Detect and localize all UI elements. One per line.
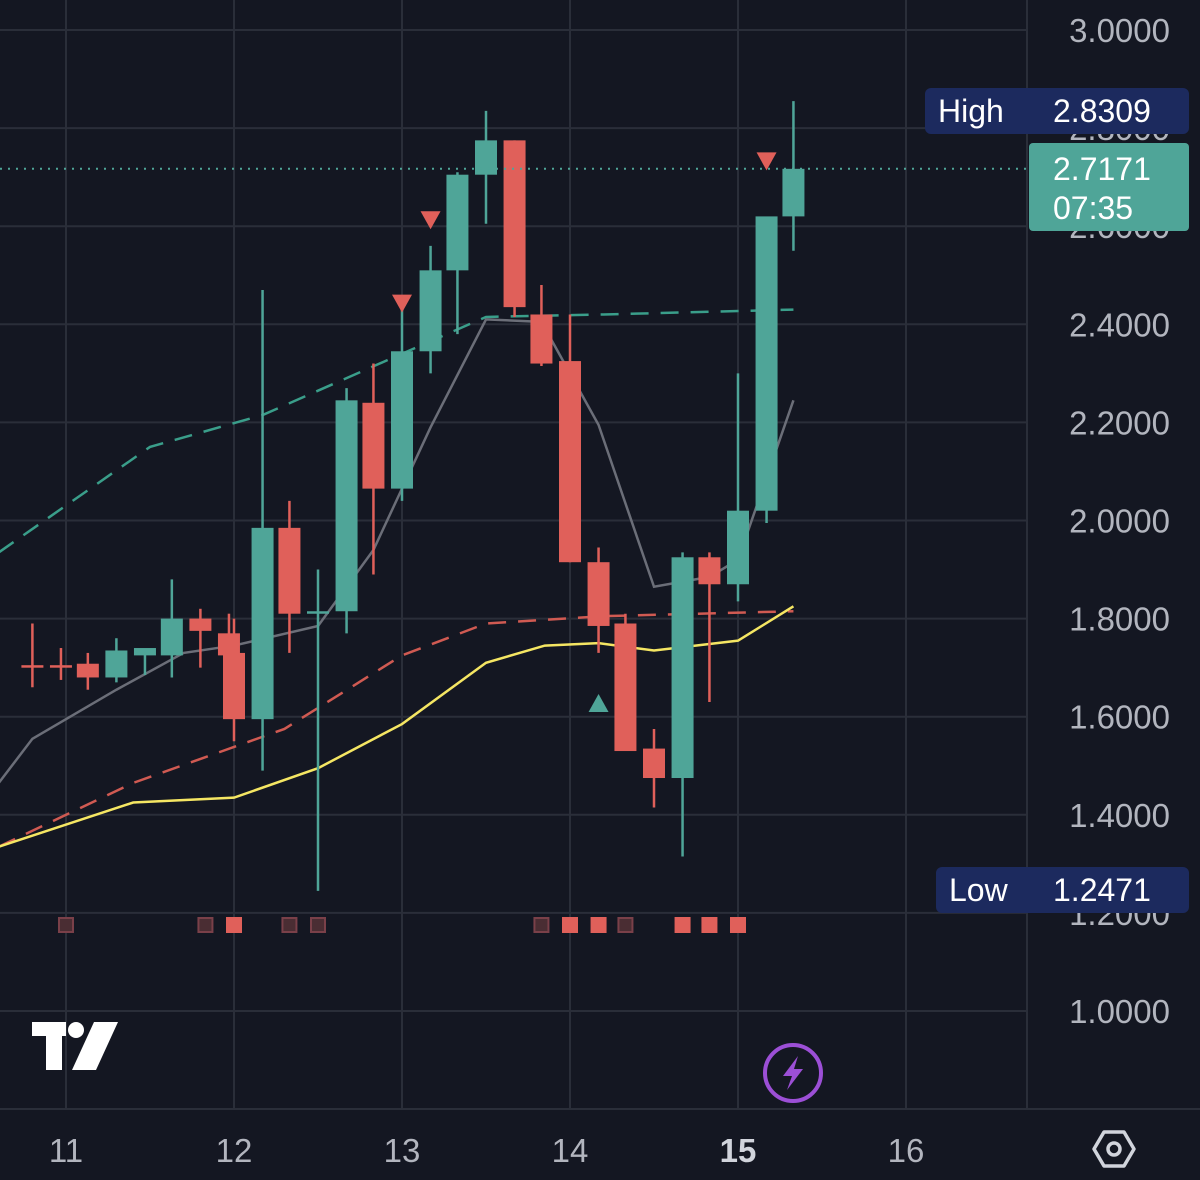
signal-square [590,917,607,933]
low-tag: Low 1.2471 [936,867,1189,913]
signal-square [197,917,214,933]
candle-body [278,527,301,614]
candle-body [133,648,156,656]
candle-body [559,361,581,563]
lightning-icon[interactable] [763,1043,823,1103]
candle-body [727,510,749,585]
price-tick-label: 2.0000 [1069,503,1170,540]
candle-body [335,400,358,612]
signal-square [58,917,74,933]
signal-square [730,917,746,933]
price-tick-label: 3.0000 [1069,12,1170,49]
time-axis[interactable]: 11 12 13 14 15 16 [49,1132,924,1169]
signal-square [310,917,326,933]
candle-body [782,168,805,217]
candle-body [307,611,329,614]
low-tag-value: 1.2471 [1053,872,1151,908]
low-tag-label: Low [949,872,1009,908]
price-tick-label: 2.2000 [1069,404,1170,441]
signal-square [701,917,718,933]
candle-body [587,562,610,626]
time-tick-label: 13 [384,1132,421,1169]
candle-body [189,618,212,631]
candle-body [251,527,274,720]
candle-body [419,270,442,352]
last-price-tag: 2.7171 07:35 [1029,143,1189,231]
last-price-value: 2.7171 [1053,151,1151,187]
candle-body [49,665,72,668]
hexagon-settings-icon[interactable] [1092,1130,1136,1168]
high-tag-label: High [938,93,1004,129]
price-tick-label: 1.0000 [1069,993,1170,1030]
signal-squares [58,917,746,933]
candle-body [475,140,497,175]
sell-marker [392,294,412,313]
signal-square [674,917,691,933]
high-tag-value: 2.8309 [1053,93,1151,129]
price-tick-label: 1.4000 [1069,797,1170,834]
signal-markers [392,152,777,712]
candle-body [643,748,665,779]
candle-body [21,665,44,668]
sell-marker [756,152,777,171]
candle-body [446,174,469,271]
candle-body [503,140,526,308]
price-tick-label: 1.8000 [1069,601,1170,638]
candle-body [755,216,778,511]
sell-marker [420,211,441,230]
tradingview-logo[interactable] [32,1022,118,1070]
signal-square [617,917,634,933]
candle-body [362,402,385,489]
candles [21,101,805,891]
candle-body [698,557,721,585]
time-tick-label: 12 [216,1132,253,1169]
signal-square [533,917,550,933]
high-tag: High 2.8309 [925,88,1189,134]
countdown-timer: 07:35 [1053,190,1133,226]
candle-body [223,652,245,720]
candle-body [391,351,413,489]
candle-body [614,623,637,752]
price-tick-label: 2.4000 [1069,306,1170,343]
time-tick-label: 11 [49,1132,83,1169]
candle-body [530,314,553,364]
time-tick-label: 16 [888,1132,925,1169]
price-tick-label: 1.6000 [1069,699,1170,736]
candle-body [217,633,240,656]
signal-square [562,917,578,933]
time-tick-label: 14 [552,1132,589,1169]
signal-square [281,917,298,933]
time-tick-label: 15 [720,1132,757,1169]
candle-body [671,557,694,779]
buy-marker [588,693,609,712]
candle-body [160,618,183,656]
signal-square [226,917,242,933]
candle-body [76,663,99,678]
candle-body [105,650,128,678]
